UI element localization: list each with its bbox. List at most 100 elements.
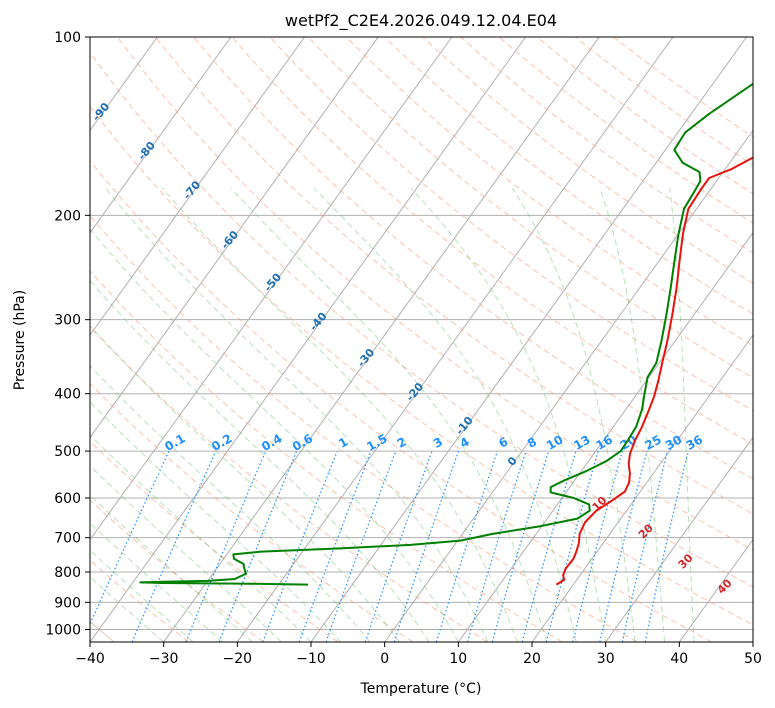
dry-adiabat bbox=[90, 214, 638, 642]
mixing-ratio-label: 25 bbox=[642, 432, 663, 452]
mixing-ratio-label: 6 bbox=[496, 434, 510, 450]
y-tick-label: 800 bbox=[54, 565, 81, 581]
x-tick-label: −30 bbox=[149, 651, 179, 667]
moist-adiabat bbox=[313, 187, 577, 642]
mixing-ratio-label: 0.6 bbox=[290, 431, 315, 454]
y-tick-label: 600 bbox=[54, 491, 81, 507]
mixing-ratio-line bbox=[599, 450, 648, 642]
sounding-line bbox=[139, 82, 753, 586]
dry-adiabat bbox=[155, 37, 753, 515]
y-tick-label: 300 bbox=[54, 313, 81, 329]
dry-adiabat bbox=[90, 382, 414, 642]
y-tick-label: 100 bbox=[54, 30, 81, 46]
mixing-ratio-line bbox=[131, 450, 217, 642]
dry-adiabat bbox=[498, 37, 753, 224]
x-tick-label: 0 bbox=[380, 651, 389, 667]
dry-adiabat bbox=[384, 37, 753, 315]
dry-adiabat bbox=[231, 37, 753, 445]
moist-adiabat bbox=[90, 325, 400, 642]
mixing-ratio-label: 36 bbox=[684, 432, 705, 452]
moist-adiabat bbox=[669, 188, 695, 642]
dry-adiabat bbox=[90, 160, 712, 642]
mixing-ratio-line bbox=[644, 450, 689, 642]
isotherm-gridline bbox=[90, 37, 306, 336]
dry-adiabat-label: -100 bbox=[51, 44, 79, 74]
mixing-ratio-lines bbox=[90, 450, 689, 642]
x-axis-label: Temperature (°C) bbox=[360, 681, 482, 697]
mixing-ratio-label: 10 bbox=[544, 432, 565, 452]
moist-adiabat bbox=[90, 494, 253, 642]
mixing-ratio-line bbox=[491, 450, 550, 642]
y-axis-ticks: 100 200 300 400 500 600 700 800 900 1000 bbox=[45, 30, 90, 638]
mixing-ratio-label: 0.2 bbox=[209, 431, 234, 454]
isotherm-gridline bbox=[605, 436, 753, 642]
chart-title: wetPf2_C2E4.2026.049.12.04.E04 bbox=[285, 11, 557, 31]
plot-frame bbox=[89, 36, 754, 643]
isotherm-gridline bbox=[531, 334, 753, 642]
x-tick-label: 20 bbox=[523, 651, 541, 667]
moist-adiabat bbox=[90, 400, 341, 642]
isotherm-gridline bbox=[90, 37, 232, 234]
mixing-ratio-line bbox=[185, 450, 267, 642]
moist-adiabat bbox=[90, 228, 459, 642]
dry-adiabat bbox=[90, 51, 753, 588]
y-tick-label: 200 bbox=[54, 208, 81, 224]
dry-adiabat bbox=[536, 37, 753, 195]
dry-adiabats bbox=[90, 37, 753, 642]
mixing-ratio-line bbox=[621, 450, 669, 642]
mixing-ratio-line bbox=[435, 450, 498, 642]
moist-adiabat bbox=[105, 187, 489, 642]
isotherm-gridline bbox=[384, 129, 753, 642]
dry-adiabat bbox=[345, 37, 753, 347]
x-tick-label: 30 bbox=[597, 651, 615, 667]
dry-adiabat bbox=[574, 37, 753, 166]
mixing-ratio-line bbox=[262, 450, 338, 642]
y-tick-label: 500 bbox=[54, 444, 81, 460]
mixing-ratio-line bbox=[393, 450, 460, 642]
mixing-ratio-line bbox=[521, 450, 577, 642]
moist-adiabat bbox=[230, 187, 548, 642]
moist-adiabat bbox=[90, 364, 371, 642]
isotherm-gridline bbox=[752, 641, 753, 642]
dry-adiabat bbox=[90, 499, 264, 642]
moist-adiabats bbox=[90, 187, 695, 642]
isotherm-gridline bbox=[90, 37, 453, 541]
mixing-ratio-label: 2 bbox=[395, 434, 409, 450]
plot-area: 0.1 0.2 0.4 0.6 1 1.5 2 3 4 6 8 10 13 16 20 25 30 36-100-… bbox=[0, 37, 753, 642]
x-tick-label: 50 bbox=[744, 651, 762, 667]
moist-adiabat bbox=[511, 187, 636, 642]
moist-adiabat-label: 20 bbox=[636, 521, 656, 541]
x-tick-label: 10 bbox=[449, 651, 467, 667]
moist-adiabat-label: 30 bbox=[676, 551, 696, 571]
x-axis-ticks: −40 −30 −20 −10 0 10 20 30 40 50 bbox=[75, 642, 762, 667]
background-line-labels: 0.1 0.2 0.4 0.6 1 1.5 2 3 4 6 8 10 13 16 20 25 30 36-100-… bbox=[51, 44, 735, 597]
sounding-profiles bbox=[139, 82, 753, 586]
moist-adiabat-label: 40 bbox=[715, 576, 735, 596]
isotherm-gridline bbox=[90, 37, 379, 439]
dry-adiabat bbox=[269, 37, 753, 412]
isotherm-gridline bbox=[236, 37, 674, 642]
mixing-ratio-label: 13 bbox=[571, 432, 592, 452]
dry-adiabat bbox=[307, 37, 753, 379]
isotherm-gridline bbox=[678, 538, 753, 642]
mixing-ratio-line bbox=[364, 450, 433, 642]
moist-adiabat bbox=[90, 465, 282, 642]
mixing-ratio-line bbox=[90, 450, 170, 626]
moist-adiabat bbox=[90, 434, 312, 642]
mixing-ratio-line bbox=[572, 450, 623, 642]
x-tick-label: 40 bbox=[670, 651, 688, 667]
y-tick-label: 900 bbox=[54, 595, 81, 611]
dry-adiabat bbox=[460, 37, 753, 254]
isotherm-gridline bbox=[0, 37, 10, 642]
y-axis-label: Pressure (hPa) bbox=[12, 290, 28, 390]
isotherm-gridline bbox=[90, 37, 527, 642]
y-tick-label: 700 bbox=[54, 531, 81, 547]
moist-adiabat bbox=[599, 188, 666, 642]
moist-adiabat bbox=[90, 279, 430, 642]
dry-adiabat bbox=[90, 326, 488, 642]
x-tick-label: −20 bbox=[223, 651, 253, 667]
moist-adiabat bbox=[90, 522, 223, 642]
mixing-ratio-line bbox=[466, 450, 527, 642]
y-tick-label: 1000 bbox=[45, 622, 81, 638]
